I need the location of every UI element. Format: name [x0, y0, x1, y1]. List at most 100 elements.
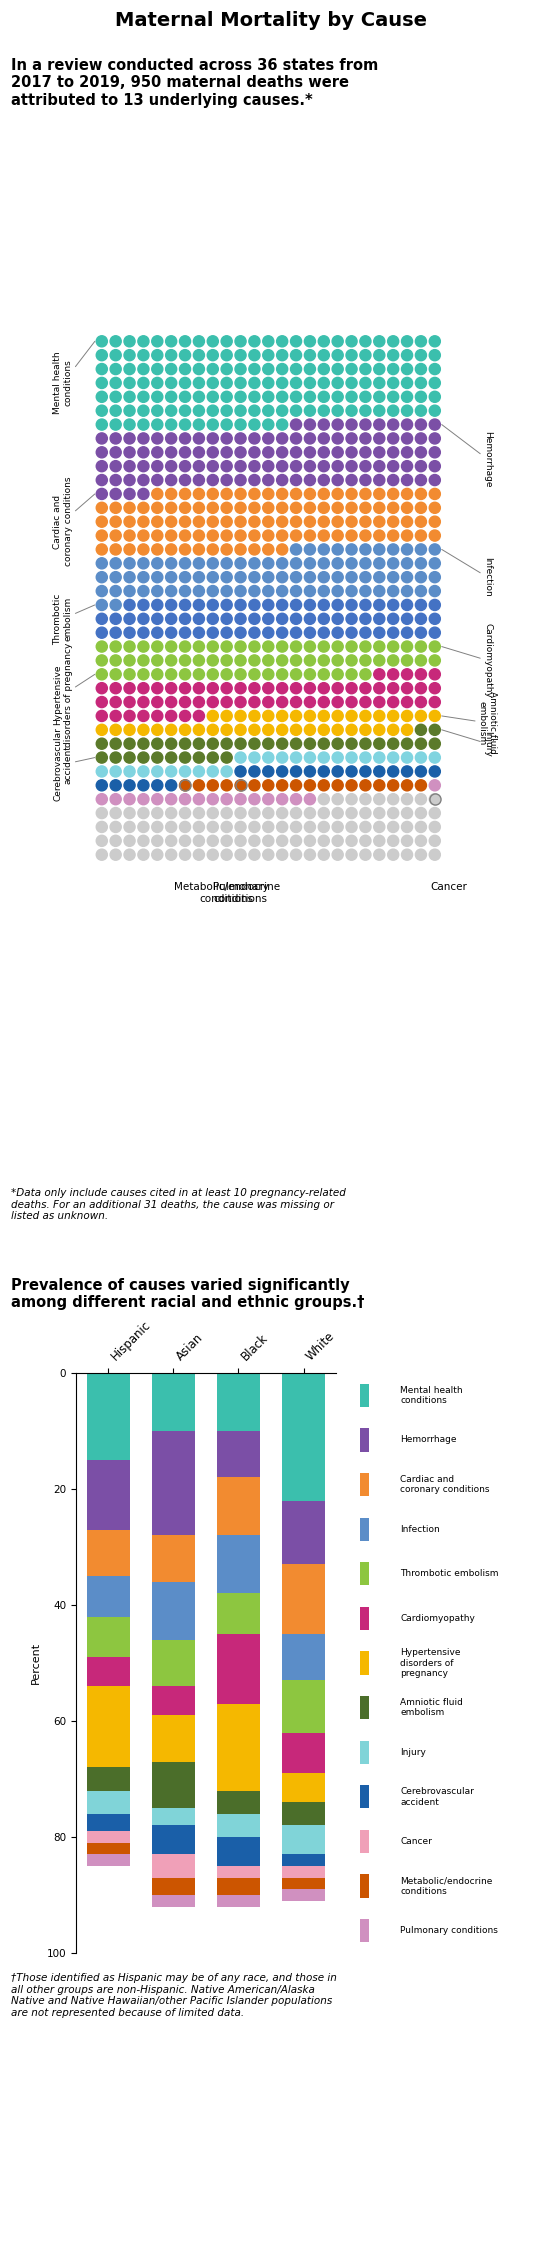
Circle shape — [276, 363, 288, 374]
Circle shape — [179, 419, 191, 430]
Circle shape — [138, 558, 149, 570]
Bar — [282, 1826, 325, 1853]
Circle shape — [249, 835, 260, 847]
Circle shape — [110, 432, 121, 444]
Circle shape — [263, 336, 274, 347]
Circle shape — [263, 363, 274, 374]
Circle shape — [263, 849, 274, 860]
Circle shape — [318, 779, 330, 790]
Circle shape — [235, 475, 246, 486]
Circle shape — [166, 696, 177, 707]
Circle shape — [235, 446, 246, 457]
Circle shape — [402, 849, 412, 860]
Circle shape — [276, 642, 288, 653]
Circle shape — [360, 709, 371, 721]
Circle shape — [276, 405, 288, 417]
Circle shape — [263, 529, 274, 540]
Circle shape — [221, 793, 232, 804]
Circle shape — [207, 752, 218, 763]
Circle shape — [110, 739, 121, 750]
Circle shape — [138, 516, 149, 527]
Circle shape — [346, 599, 357, 610]
Circle shape — [276, 696, 288, 707]
Circle shape — [374, 766, 385, 777]
Circle shape — [374, 419, 385, 430]
Circle shape — [193, 446, 204, 457]
Circle shape — [276, 392, 288, 403]
Circle shape — [263, 725, 274, 736]
Circle shape — [138, 655, 149, 667]
Circle shape — [249, 613, 260, 624]
Text: Pulmonary
conditions: Pulmonary conditions — [212, 883, 268, 903]
Circle shape — [138, 378, 149, 390]
Circle shape — [291, 363, 301, 374]
Circle shape — [96, 739, 107, 750]
Circle shape — [276, 793, 288, 804]
Bar — [282, 1374, 325, 1500]
Circle shape — [235, 655, 246, 667]
Circle shape — [166, 626, 177, 637]
Circle shape — [221, 446, 232, 457]
Circle shape — [332, 462, 343, 471]
Circle shape — [429, 599, 440, 610]
Circle shape — [318, 336, 330, 347]
Circle shape — [263, 793, 274, 804]
Circle shape — [318, 739, 330, 750]
Circle shape — [193, 696, 204, 707]
Circle shape — [291, 462, 301, 471]
Circle shape — [346, 392, 357, 403]
Circle shape — [388, 613, 399, 624]
Circle shape — [179, 586, 191, 597]
Circle shape — [388, 599, 399, 610]
Circle shape — [221, 682, 232, 694]
Circle shape — [110, 349, 121, 360]
Text: †Those identified as Hispanic may be of any race, and those in
all other groups : †Those identified as Hispanic may be of … — [11, 1973, 337, 2018]
Circle shape — [207, 626, 218, 637]
Circle shape — [346, 655, 357, 667]
Circle shape — [374, 336, 385, 347]
Circle shape — [346, 849, 357, 860]
Circle shape — [152, 793, 163, 804]
Circle shape — [276, 446, 288, 457]
Circle shape — [263, 516, 274, 527]
Circle shape — [110, 725, 121, 736]
Circle shape — [235, 682, 246, 694]
Circle shape — [402, 516, 412, 527]
Circle shape — [221, 808, 232, 820]
Circle shape — [374, 739, 385, 750]
Circle shape — [374, 793, 385, 804]
Circle shape — [402, 793, 412, 804]
Circle shape — [193, 419, 204, 430]
Circle shape — [96, 446, 107, 457]
Circle shape — [96, 696, 107, 707]
Circle shape — [318, 529, 330, 540]
Circle shape — [96, 822, 107, 833]
Circle shape — [388, 378, 399, 390]
Bar — [87, 1374, 130, 1459]
Circle shape — [124, 642, 135, 653]
Circle shape — [235, 392, 246, 403]
Circle shape — [402, 558, 412, 570]
Circle shape — [415, 626, 427, 637]
Circle shape — [415, 849, 427, 860]
Circle shape — [318, 516, 330, 527]
Circle shape — [374, 808, 385, 820]
Circle shape — [291, 779, 301, 790]
Circle shape — [276, 752, 288, 763]
Circle shape — [402, 835, 412, 847]
Circle shape — [305, 849, 315, 860]
Circle shape — [235, 558, 246, 570]
Circle shape — [138, 446, 149, 457]
Text: Hypertensive
disorders of
pregnancy: Hypertensive disorders of pregnancy — [400, 1648, 461, 1678]
Circle shape — [263, 475, 274, 486]
Circle shape — [193, 363, 204, 374]
Circle shape — [332, 432, 343, 444]
Circle shape — [318, 392, 330, 403]
Circle shape — [388, 808, 399, 820]
Circle shape — [276, 613, 288, 624]
Circle shape — [374, 516, 385, 527]
Circle shape — [305, 378, 315, 390]
Circle shape — [332, 642, 343, 653]
Circle shape — [276, 378, 288, 390]
Circle shape — [429, 642, 440, 653]
